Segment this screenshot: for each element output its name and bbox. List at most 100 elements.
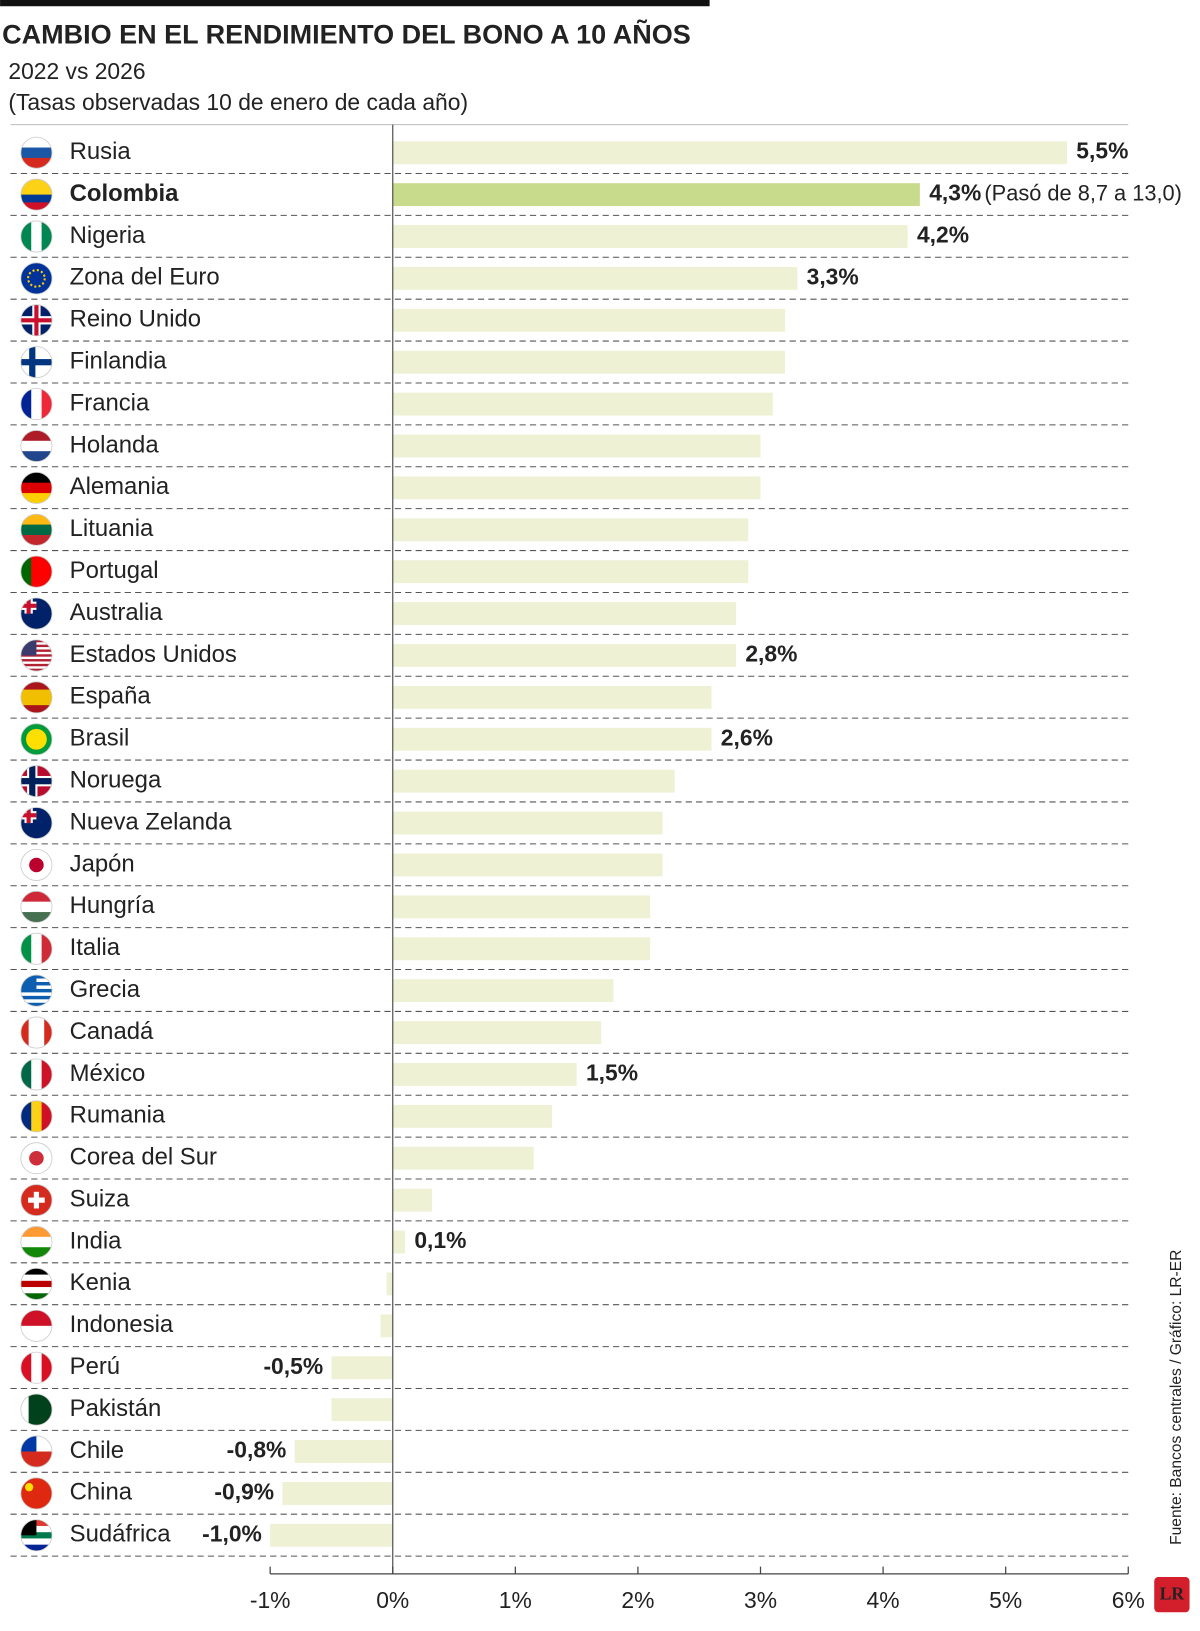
bar — [392, 476, 761, 500]
flag-outline — [20, 220, 53, 253]
flag-stripe — [44, 1016, 53, 1049]
bar — [392, 266, 798, 290]
flag — [20, 220, 53, 253]
bar — [392, 560, 749, 584]
flag-stripe — [20, 705, 53, 713]
bar — [392, 769, 675, 793]
flag-outline — [20, 555, 53, 588]
category-label: Holanda — [70, 431, 160, 458]
flag — [20, 1268, 53, 1300]
flag-ring — [27, 269, 46, 288]
value-label: 2,8% — [745, 641, 797, 667]
category-label: Francia — [70, 389, 150, 416]
bar — [392, 685, 712, 709]
flag — [20, 1142, 53, 1174]
bar — [392, 895, 651, 919]
flag-outline — [20, 178, 53, 211]
bar — [270, 1523, 393, 1547]
flag — [20, 137, 53, 169]
flag-stripe — [20, 668, 53, 672]
category-label: Sudáfrica — [70, 1521, 172, 1548]
flag-stripe — [36, 1394, 45, 1426]
value-label: 1,5% — [586, 1059, 638, 1085]
flag-stripe — [31, 1058, 43, 1091]
bar — [294, 1440, 393, 1463]
flag-outline — [20, 890, 53, 923]
bar — [392, 1104, 553, 1128]
flag — [20, 1310, 53, 1342]
flag-outline — [20, 765, 53, 798]
flag-stripe — [20, 1544, 53, 1551]
flag-cross — [33, 1191, 40, 1209]
category-label: Perú — [70, 1353, 120, 1380]
flag-stripe — [20, 1274, 53, 1282]
flag-dot — [26, 728, 47, 750]
flag-stripe — [20, 220, 32, 253]
flag-stripe — [20, 534, 53, 546]
flag-outline — [20, 974, 53, 1007]
flag-stripe — [41, 1058, 53, 1091]
bar — [392, 225, 908, 248]
flag-stripe — [36, 1016, 45, 1049]
flag-outline — [20, 1309, 53, 1342]
flag-outline — [20, 807, 53, 840]
value-label: -0,8% — [227, 1437, 287, 1463]
category-label: Corea del Sur — [70, 1144, 217, 1171]
flag — [20, 891, 53, 923]
category-label: España — [70, 683, 152, 710]
x-tick-label: 2% — [621, 1587, 654, 1613]
flag — [20, 430, 53, 462]
flag — [20, 1016, 53, 1049]
flag-outline — [20, 1435, 53, 1468]
flag-stripe — [31, 933, 43, 965]
flag-stripe — [31, 388, 43, 420]
flag-stripe — [20, 556, 32, 588]
flag-stripe — [31, 220, 43, 253]
flag-outline — [20, 262, 53, 295]
category-label: Rumania — [70, 1102, 166, 1129]
flag-outline — [20, 1267, 53, 1300]
flag-stripe — [20, 194, 53, 203]
flag-outline — [20, 681, 53, 714]
flag-dot — [29, 1150, 44, 1166]
flag-stripe — [20, 901, 53, 913]
flag-outline — [20, 932, 53, 965]
category-label: Portugal — [70, 557, 159, 584]
category-label: Nueva Zelanda — [70, 808, 233, 835]
flag-stripe — [20, 1538, 53, 1546]
bar — [392, 644, 736, 667]
category-label: Nigeria — [70, 222, 146, 249]
flag-outline — [20, 1100, 53, 1133]
flag-stripe — [20, 1532, 53, 1539]
category-label: Chile — [70, 1437, 124, 1464]
value-label: -0,9% — [214, 1478, 274, 1504]
flag — [20, 1394, 53, 1426]
category-label: Kenia — [70, 1269, 132, 1296]
flag-stripe — [20, 988, 53, 993]
bar — [392, 141, 1067, 165]
note: (Tasas observadas 10 de enero de cada añ… — [8, 89, 468, 115]
category-label: Estados Unidos — [70, 641, 237, 668]
category-label: Noruega — [70, 766, 162, 793]
bar — [331, 1356, 393, 1380]
flag — [20, 388, 53, 420]
flag-stripe — [31, 1352, 43, 1384]
bar — [380, 1314, 393, 1338]
flag-stripe — [20, 663, 53, 667]
flag-outline — [20, 429, 53, 462]
category-label: Brasil — [70, 725, 130, 752]
flag — [20, 1477, 53, 1509]
x-tick-label: 4% — [867, 1587, 900, 1613]
flag-stripe — [20, 157, 53, 169]
bar — [392, 853, 663, 877]
flag — [20, 1100, 53, 1132]
category-label: Canadá — [70, 1018, 154, 1045]
flag-outline — [20, 471, 53, 504]
flag-outline — [20, 513, 53, 546]
flag-outline — [20, 388, 53, 421]
flag-stripe — [20, 681, 53, 691]
flag-stripe — [20, 1016, 30, 1049]
x-tick-label: 5% — [989, 1587, 1022, 1613]
flag-stripe — [20, 482, 53, 494]
flag — [20, 1058, 53, 1091]
